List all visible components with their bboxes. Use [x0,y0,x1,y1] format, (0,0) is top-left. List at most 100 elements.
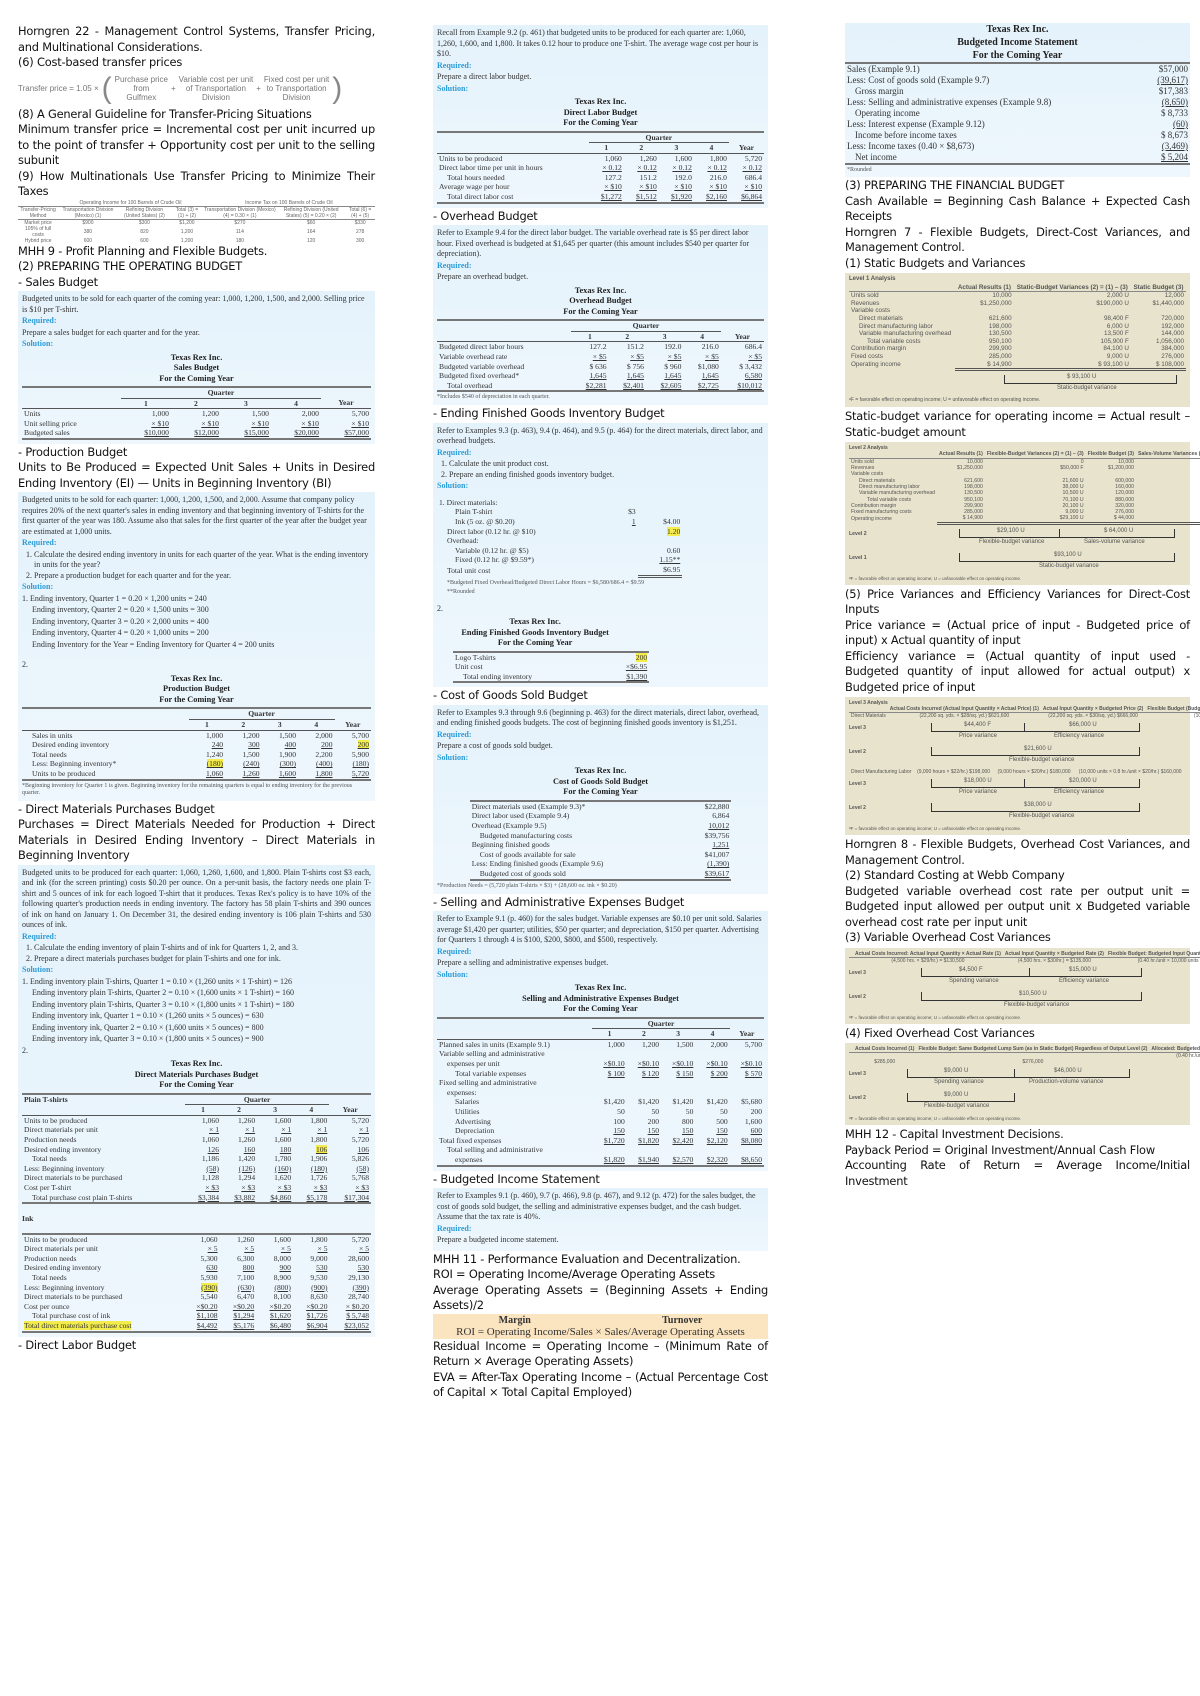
heading-general-guideline: (8) A General Guideline for Transfer-Pri… [18,106,312,121]
foh-level-3-bracket: Level 3 $9,000 U Spending variance $46,00… [849,1067,1186,1089]
table-row: Budgeted direct labor hours 127.2 151.2 192… [439,342,762,352]
table-row: Unit cost ×$6.95 [455,662,648,672]
level-2-analysis-panel: Level 2 Analysis Actual Results (1) Flexi… [845,442,1200,585]
table-row: Units to be produced 1,060 1,260 1,600 1,800… [24,1115,369,1125]
table-row: expenses: [447,1087,477,1097]
table-row: Direct materials to be purchased 1,128 1,2… [24,1173,369,1183]
formula-term-1: Purchase price from Gulfmex [114,75,168,102]
table-row: Total purchase cost plain T-shirts $3,384… [22,1192,371,1205]
heading-direct-labor: - Direct Labor Budget [18,1337,137,1352]
fixed-overhead-panel: Actual Costs Incurred (1) Flexible Budget… [845,1043,1200,1126]
table-row: Variable overhead rate × $5 × $5 × $5 × $5 × … [439,351,762,361]
table-row: Total needs 1,240 1,500 1,900 2,200 5,900 [32,749,369,759]
formula-term-3: Fixed cost per unit to Transportation Divi… [263,75,330,102]
income-statement-box: Texas Rex Inc. Budgeted Income Statement F… [845,23,1190,177]
roi-margin-turnover-box: Margin Turnover ROI = Operating Income/Sa… [433,1313,768,1339]
heading-mhh-9: MHH 9 - Profit Planning and Flexible Bud… [18,243,268,258]
table-row: Operating income $ 14,900 $29,100 U $ 44,00… [849,515,1200,525]
table-row: Contribution margin 299,900 84,100 U 384,00… [851,345,1184,353]
table-row: Total ending inventory $1,390 [453,671,650,684]
table-row: Desired ending inventory 630 800 900 530 530 [24,1263,369,1273]
heading-production-budget: - Production Budget [18,444,128,459]
table-row: Ink (5 oz. @ $0.20) 1 $4.00 [455,517,681,526]
tax-table: Operating Income for 100 Barrels of Crud… [18,199,375,244]
production-budget-box: Budgeted units to be sold for each quart… [18,492,375,801]
table-row: Total variable expenses $ 100 $ 120 $ 150 $ … [455,1068,762,1078]
table-row: Direct materials per unit × 5 × 5 × 5 × 5 × 5 [24,1244,369,1254]
table-row: Cost of goods available for sale $41,007 [479,849,730,859]
heading-horngren-7: Horngren 7 - Flexible Budgets, Direct-Co… [845,224,1190,255]
table-row: Variable (0.12 hr. @ $5) 0.60 [455,545,681,555]
heading-overhead-budget: - Overhead Budget [433,208,538,223]
heading-mhh-11: MHH 11 - Performance Evaluation and Dece… [433,1251,741,1266]
avg-assets-formula: Average Operating Assets = (Beginning As… [433,1282,768,1313]
table-row: Total overhead $2,281 $2,401 $2,605 $2,725 $1… [437,380,764,393]
production-budget-table: Quarter 1 2 3 4 Year Sales in units 1,000 1,20… [22,707,371,781]
level-2-table: Actual Results (1) Flexible-Budget Varian… [849,451,1200,525]
table-row: Less: Interest expense (Example 9.12) (60… [847,119,1188,129]
foh-level-2-bracket: Level 2 $9,000 U Flexible-budget variance [849,1091,1186,1113]
formula-term-2: Variable cost per unit of Transportation D… [178,75,254,102]
table-row: Total purchase cost of ink $1,108 $1,294 $1… [32,1311,369,1321]
table-row: $285,000$276,000$230,000 [874,1059,1044,1066]
static-variance-formula: Static-budget variance for operating inc… [845,409,1190,439]
column-1: Horngren 22 - Management Control Systems… [18,24,375,1353]
heading-variable-overhead: (3) Variable Overhead Cost Variances [845,930,1051,945]
arr-formula: Accounting Rate of Return = Average Inco… [845,1158,1190,1188]
table-row: (0.40 hr./unit × 10,000 units × $57.50/h… [1176,1053,1200,1060]
table-row: Direct materials 621,600 98,400 F 720,000 [859,314,1184,322]
heading-operating-budget: (2) PREPARING THE OPERATING BUDGET [18,259,243,273]
dl-level-3-bracket: Level 3 $18,000 U Price variance $20,000 … [849,777,1186,799]
voh-table: Actual Costs Incurred: Actual Input Quan… [849,950,1200,964]
table-row: Sales (Example 9.1) $57,000 [847,64,1188,74]
efficiency-variance-formula: Efficiency variance = (Actual quantity o… [845,648,1190,694]
level-1-table: Actual Results (1) Static-Budget Variance… [849,283,1186,372]
level-2-bracket: Level 2 $29,100 U Flexible-budget varian… [849,527,1186,549]
table-row: Direct labor used (Example 9.4) 6,864 [471,811,730,821]
table-row: Units to be produced 1,060 1,260 1,600 1,800… [22,769,371,781]
table-row: Direct Materials (22,200 sq. yds. × $28/s… [851,713,1200,720]
table-row: Direct manufacturing labor 198,000 6,000 U… [859,322,1184,330]
voh-level-2-bracket: Level 2 $10,500 U Flexible-budget varianc… [849,990,1186,1012]
roi-formula: ROI = Operating Income/Average Operating… [433,1267,715,1281]
sales-budget-table: Quarter 1 2 3 4 Year Units 1,000 1,200 1,500 2,0… [22,385,371,440]
table-row: Less: Cost of goods sold (Example 9.7) (3… [847,75,1188,85]
foh-table: Actual Costs Incurred (1) Flexible Budget… [849,1046,1200,1065]
table-row: Variable costs [851,471,884,478]
table-row: Direct materials used (Example 9.3)* $22,… [471,801,730,811]
voh-rate-formula: Budgeted variable overhead cost rate per… [845,883,1190,929]
heading-static-budgets: (1) Static Budgets and Variances [845,255,1026,270]
variable-overhead-panel: Actual Costs Incurred: Actual Input Quan… [845,947,1200,1024]
table-row: Cost per T-shirt × $3 × $3 × $3 × $3 × $3 [24,1182,369,1192]
heading-cogs-budget: - Cost of Goods Sold Budget [433,688,588,703]
table-row: Budgeted manufacturing costs $39,756 [479,830,730,840]
table-row: Budgeted variable overhead $ 636 $ 756 $ 96… [439,361,762,371]
table-row: Units to be produced 1,060 1,260 1,600 1,800… [439,153,762,163]
table-row: Budgeted sales $10,000 $12,000 $15,000 $20,0… [22,428,371,440]
table-row: Total direct materials purchase cost $4,4… [22,1321,371,1333]
heading-ending-fg-inventory: - Ending Finished Goods Inventory Budget [433,406,665,421]
heading-horngren-22: Horngren 22 - Management Control Systems… [18,24,375,54]
table-row: Total unit cost $6.95 [447,564,683,578]
table-row: Total hours needed 127.2 151.2 192.0 216.0 68… [447,172,762,182]
table-row: Income before income taxes $ 8,673 [855,130,1188,140]
transfer-price-formula: Transfer price = 1.05 × ( Purchase price… [18,73,375,104]
table-row: Operating income $ 8,733 [855,108,1188,118]
table-row: Hybrid price 600 600 1,200 180 120 300 [24,237,365,244]
table-row: Variable manufacturing overhead 130,500 13… [859,330,1184,338]
table-row: Budgeted cost of goods sold $39,617 [469,869,732,881]
column-3: Texas Rex Inc. Budgeted Income Statement F… [845,22,1200,1189]
table-row: Variable costs [851,307,891,315]
cash-available-formula: Cash Available = Beginning Cash Balance … [845,193,1190,224]
direct-labor-table: Quarter 1 2 3 4 Year Units to be produced 1,0… [437,130,764,204]
table-row: Direct materials to be purchased 5,540 6,4… [24,1292,369,1302]
direct-materials-box: Budgeted units to be produced for each q… [18,864,375,1337]
sga-box: Refer to Example 9.1 (p. 460) for the sa… [433,911,768,1171]
budgeted-income-box: Refer to Examples 9.1 (p. 460), 9.7 (p. … [433,1188,768,1251]
table-row: Total selling and administrative [447,1145,543,1155]
table-row: Beginning finished goods 1,251 [471,840,730,850]
level-1-analysis-panel: Level 1 Analysis Actual Results (1) Stati… [845,273,1190,408]
table-row: Less: Beginning inventory (390) (630) (800)… [24,1282,369,1292]
heading-sga-budget: - Selling and Administrative Expenses Bu… [433,894,685,909]
table-row: Gross margin $17,383 [855,86,1188,96]
